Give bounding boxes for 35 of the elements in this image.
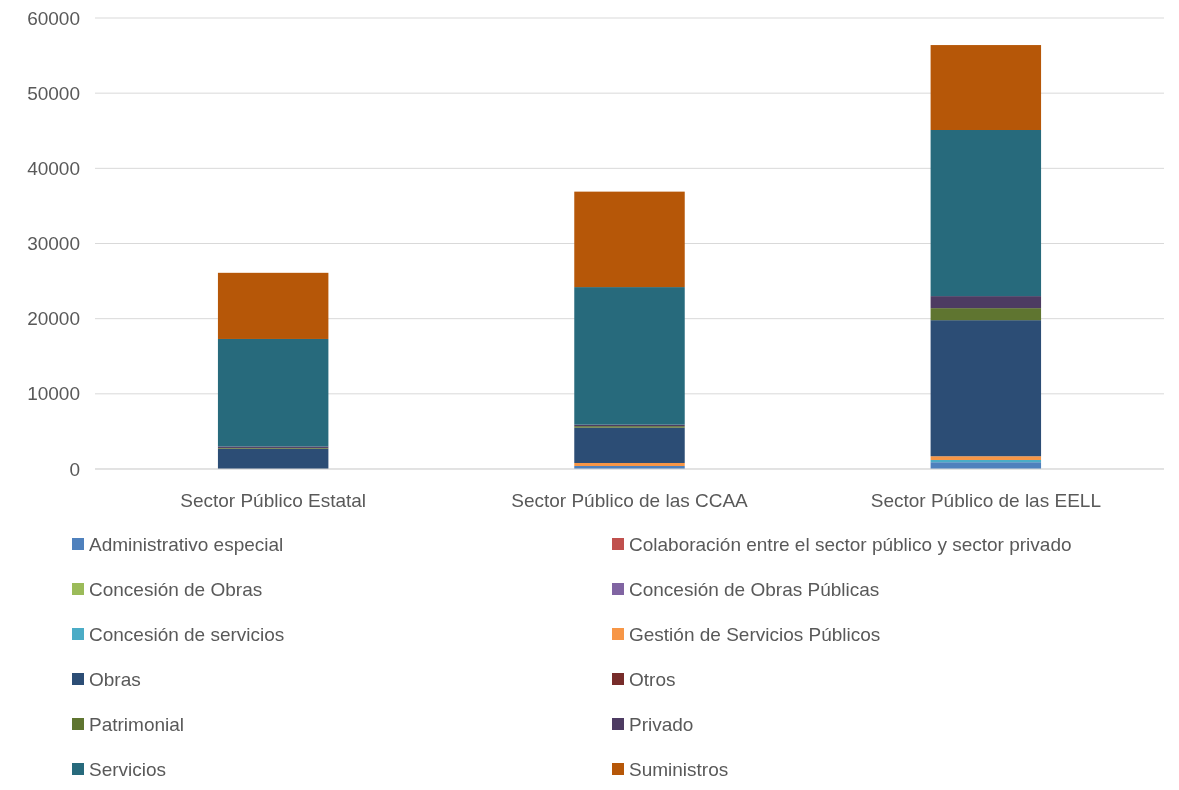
bar [217, 272, 329, 339]
y-tick-label: 30000 [27, 233, 80, 255]
y-tick-label: 0 [69, 458, 80, 480]
legend-label: Concesión de Obras [89, 578, 263, 600]
bar [574, 427, 685, 463]
y-tick-label: 60000 [27, 7, 80, 29]
bar [930, 130, 1042, 297]
legend-label: Privado [629, 713, 694, 735]
x-tick-label: Sector Público de las EELL [870, 490, 1101, 511]
x-tick-label: Sector Público de las CCAA [511, 490, 749, 511]
y-tick-label: 10000 [27, 383, 80, 405]
bar [217, 448, 329, 469]
y-tick-label: 50000 [27, 82, 80, 104]
bar [930, 45, 1042, 130]
legend-label: Concesión de servicios [89, 623, 285, 645]
legend-label: Otros [629, 668, 676, 690]
y-tick-label: 40000 [27, 157, 80, 179]
bar [930, 308, 1042, 321]
bar [930, 296, 1042, 309]
x-tick-label: Sector Público Estatal [180, 490, 367, 511]
bar [574, 191, 685, 288]
legend-label: Obras [89, 668, 141, 690]
bar [217, 338, 329, 447]
legend-label: Concesión de Obras Públicas [629, 578, 880, 600]
legend-label: Suministros [629, 758, 729, 780]
legend-label: Servicios [89, 758, 167, 780]
legend-label: Gestión de Servicios Públicos [629, 623, 881, 645]
y-tick-label: 20000 [27, 308, 80, 330]
bar [930, 456, 1042, 460]
bar [930, 320, 1042, 457]
bar [574, 462, 685, 466]
legend-label: Patrimonial [89, 713, 185, 735]
bar [574, 287, 685, 425]
legend-label: Colaboración entre el sector público y sector privado [629, 533, 1072, 555]
legend-label: Administrativo especial [89, 533, 284, 555]
